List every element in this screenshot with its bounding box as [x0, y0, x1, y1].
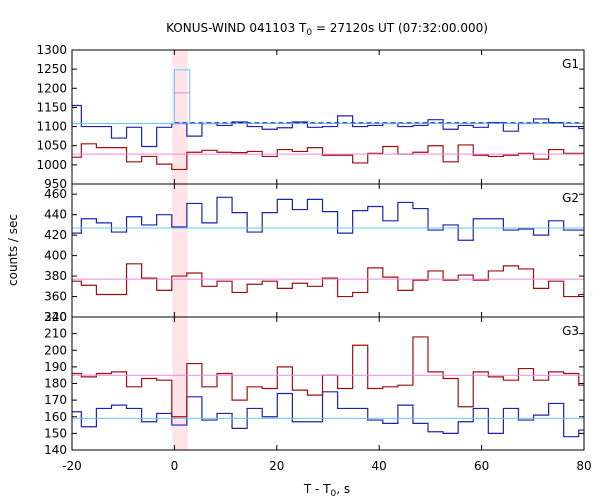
y-tick-label: 160 — [44, 410, 67, 424]
y-tick-label: 1050 — [36, 139, 67, 153]
y-tick-label: 380 — [44, 269, 67, 283]
count-rate-series-blue — [72, 196, 584, 241]
y-tick-label: 360 — [44, 290, 67, 304]
y-tick-label: 1300 — [36, 43, 67, 57]
y-tick-label: 400 — [44, 249, 67, 263]
count-rate-series-blue — [72, 391, 584, 438]
y-tick-label: 140 — [44, 443, 67, 457]
count-rate-series-red — [72, 263, 584, 298]
chart-title: KONUS-WIND 041103 T0 = 27120s UT (07:32:… — [166, 21, 488, 38]
y-tick-label: 220 — [44, 310, 67, 324]
y-tick-label: 440 — [44, 208, 67, 222]
count-rate-series-red — [72, 336, 584, 418]
panel-frame — [71, 49, 585, 185]
x-tick-label: 40 — [372, 459, 387, 473]
y-tick-label: 1200 — [36, 81, 67, 95]
y-tick-label: 1250 — [36, 62, 67, 76]
count-rate-series-blue — [72, 104, 584, 148]
x-tick-label: -20 — [62, 459, 82, 473]
y-tick-label: 180 — [44, 377, 67, 391]
panel-label: G3 — [562, 324, 579, 338]
x-axis-label: T - T0, s — [303, 482, 350, 499]
y-tick-label: 340 — [44, 310, 67, 324]
y-tick-label: 190 — [44, 360, 67, 374]
y-tick-label: 420 — [44, 228, 67, 242]
trigger-bin-outline — [173, 69, 191, 124]
panel-g1: 950 1000 1050 1100 1150 1200 1250 1300 G1 — [36, 43, 585, 191]
x-tick-label: 80 — [576, 459, 591, 473]
panel-frame — [71, 316, 585, 451]
y-tick-label: 170 — [44, 393, 67, 407]
plot-area: 9501000105011001150120012501300G13403603… — [36, 43, 591, 473]
y-tick-label: 1000 — [36, 158, 67, 172]
panel-g2: 340 360 380 400 420 440 460 G2 — [44, 183, 585, 324]
count-rate-series-red — [72, 143, 584, 171]
y-tick-label: 150 — [44, 426, 67, 440]
y-tick-label: 460 — [44, 187, 67, 201]
x-tick-label: 20 — [269, 459, 284, 473]
y-tick-label: 1100 — [36, 120, 67, 134]
panel-label: G2 — [562, 191, 579, 205]
panel-g3: 140 150 160 170 180 190 200 210 220 G3 — [44, 310, 585, 457]
y-tick-label: 210 — [44, 327, 67, 341]
x-tick-label: 60 — [474, 459, 489, 473]
y-tick-label: 950 — [44, 177, 67, 191]
y-tick-label: 200 — [44, 343, 67, 357]
panel-frame — [71, 183, 585, 318]
panel-label: G1 — [562, 57, 579, 71]
y-tick-label: 1150 — [36, 100, 67, 114]
x-tick-label: 0 — [171, 459, 179, 473]
trigger-interval-highlight — [172, 50, 188, 450]
y-axis-label: counts / sec — [6, 214, 20, 286]
